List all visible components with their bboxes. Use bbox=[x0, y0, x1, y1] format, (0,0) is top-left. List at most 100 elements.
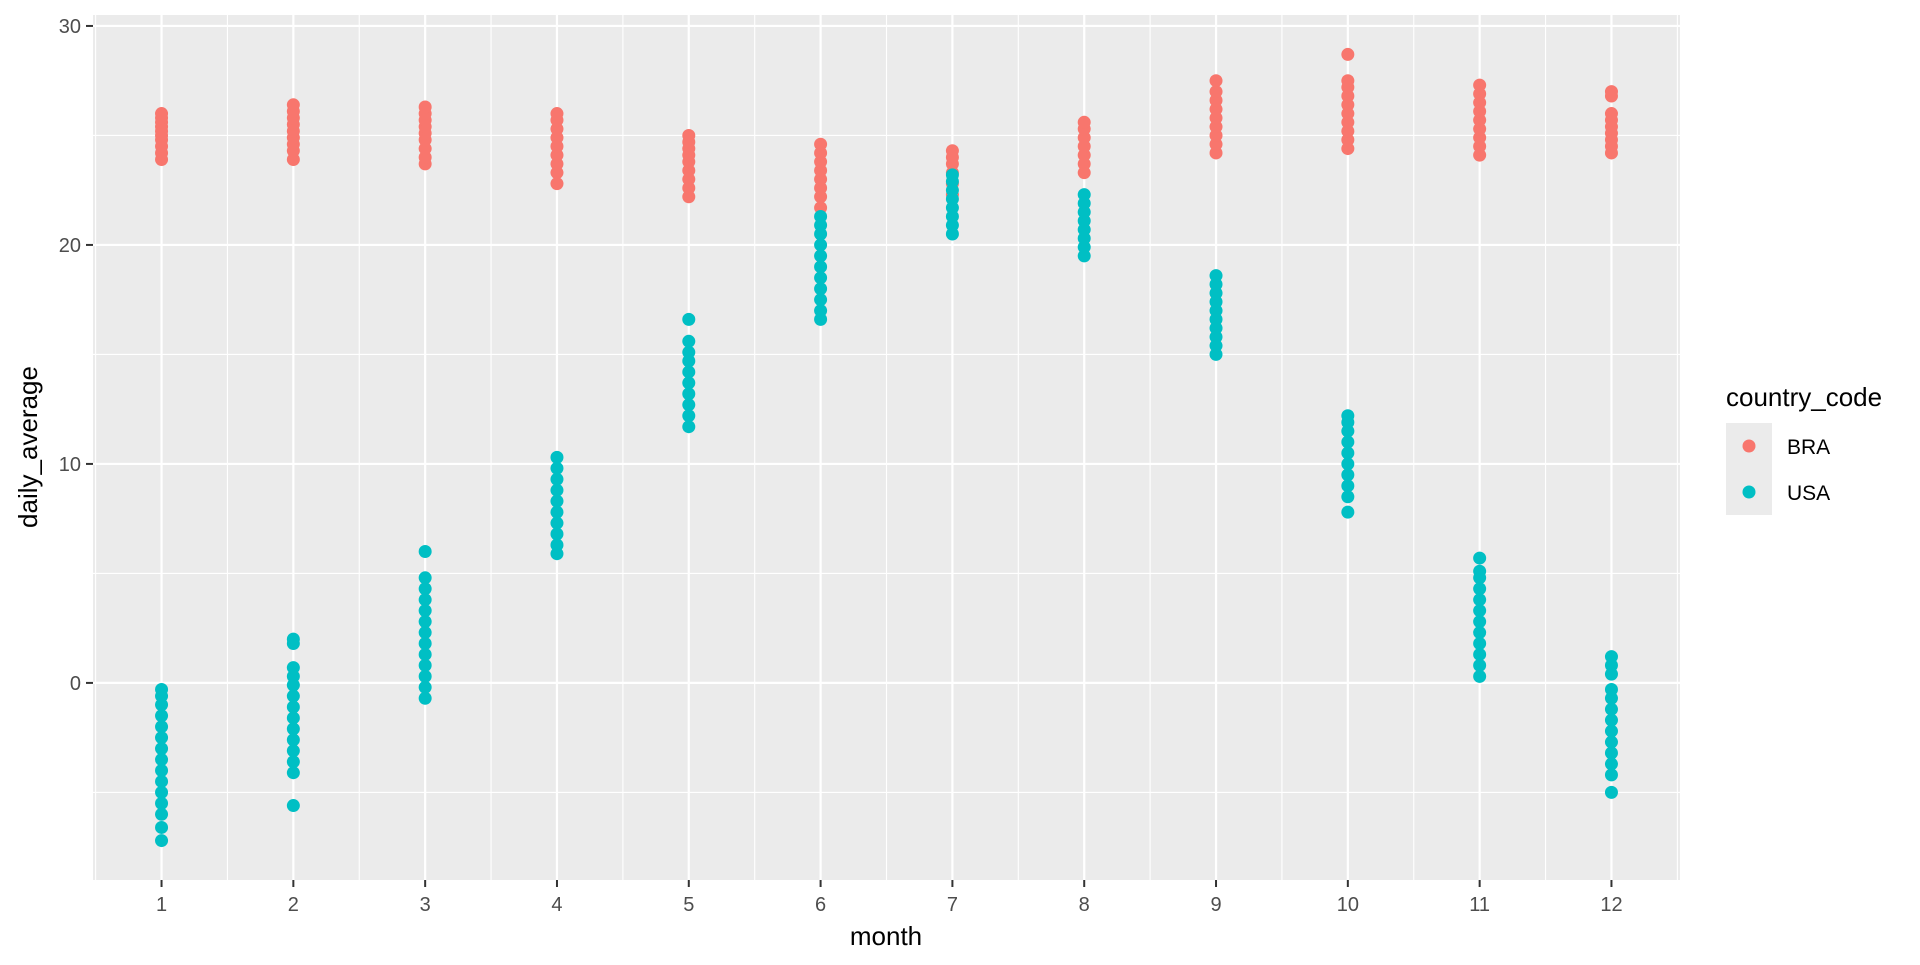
x-tick-label: 12 bbox=[1600, 894, 1622, 916]
x-tick-label: 8 bbox=[1079, 894, 1090, 916]
data-point-usa bbox=[1341, 479, 1355, 493]
series-usa bbox=[155, 168, 1618, 848]
data-point-bra bbox=[1341, 47, 1355, 61]
data-point-usa bbox=[286, 733, 300, 747]
data-point-usa bbox=[945, 168, 959, 182]
data-point-usa bbox=[1473, 551, 1487, 565]
data-point-usa bbox=[1473, 593, 1487, 607]
data-point-bra bbox=[1604, 107, 1618, 121]
data-points bbox=[155, 47, 1618, 848]
y-tick-label: 0 bbox=[70, 673, 81, 695]
data-point-usa bbox=[550, 483, 564, 497]
data-point-usa bbox=[418, 647, 432, 661]
data-point-usa bbox=[682, 345, 696, 359]
legend: country_code BRA USA bbox=[1726, 382, 1882, 515]
data-point-usa bbox=[814, 238, 828, 252]
x-tick-label: 2 bbox=[288, 894, 299, 916]
data-point-bra bbox=[550, 177, 564, 191]
data-point-usa bbox=[1473, 615, 1487, 629]
data-point-usa bbox=[418, 636, 432, 650]
data-point-usa bbox=[1341, 435, 1355, 449]
legend-label-usa: USA bbox=[1787, 482, 1830, 505]
data-point-usa bbox=[550, 461, 564, 475]
data-point-usa bbox=[550, 505, 564, 519]
x-tick-label: 3 bbox=[420, 894, 431, 916]
data-point-usa bbox=[682, 420, 696, 434]
data-point-usa bbox=[155, 807, 169, 821]
x-tick-label: 7 bbox=[947, 894, 958, 916]
data-point-usa bbox=[418, 680, 432, 694]
y-tick-label: 20 bbox=[59, 235, 81, 257]
data-point-usa bbox=[286, 744, 300, 758]
data-point-usa bbox=[814, 209, 828, 223]
y-axis-title: daily_average bbox=[13, 366, 43, 528]
data-point-usa bbox=[418, 604, 432, 618]
data-point-bra bbox=[814, 137, 828, 151]
data-point-usa bbox=[155, 731, 169, 745]
data-point-usa bbox=[155, 742, 169, 756]
data-point-usa bbox=[418, 571, 432, 585]
data-point-usa bbox=[155, 834, 169, 848]
data-point-usa bbox=[814, 304, 828, 318]
data-point-usa bbox=[418, 669, 432, 683]
data-point-usa bbox=[682, 334, 696, 348]
data-point-usa bbox=[1604, 746, 1618, 760]
data-point-usa bbox=[418, 658, 432, 672]
data-point-usa bbox=[155, 709, 169, 723]
data-point-usa bbox=[682, 409, 696, 423]
data-point-usa bbox=[155, 785, 169, 799]
data-point-usa bbox=[1209, 269, 1223, 283]
series-bra bbox=[155, 47, 1618, 215]
data-point-bra bbox=[286, 98, 300, 112]
data-point-usa bbox=[286, 661, 300, 675]
data-point-usa bbox=[1077, 188, 1091, 202]
legend-label-bra: BRA bbox=[1787, 436, 1830, 459]
data-point-usa bbox=[1341, 446, 1355, 460]
data-point-usa bbox=[550, 538, 564, 552]
data-point-usa bbox=[286, 722, 300, 736]
data-point-usa bbox=[550, 450, 564, 464]
data-point-usa bbox=[550, 527, 564, 541]
legend-marker-bra bbox=[1742, 439, 1756, 453]
data-point-usa bbox=[1473, 626, 1487, 640]
data-point-bra bbox=[682, 128, 696, 142]
data-point-usa bbox=[682, 398, 696, 412]
y-tick-label: 10 bbox=[59, 454, 81, 476]
data-point-usa bbox=[286, 632, 300, 646]
data-point-usa bbox=[286, 700, 300, 714]
data-point-bra bbox=[945, 144, 959, 158]
data-point-usa bbox=[1341, 468, 1355, 482]
data-point-usa bbox=[550, 494, 564, 508]
data-point-usa bbox=[682, 376, 696, 390]
data-point-usa bbox=[286, 799, 300, 813]
data-point-usa bbox=[418, 691, 432, 705]
data-point-usa bbox=[1604, 735, 1618, 749]
data-point-usa bbox=[682, 387, 696, 401]
data-point-usa bbox=[286, 711, 300, 725]
data-point-usa bbox=[682, 312, 696, 326]
data-point-usa bbox=[1473, 669, 1487, 683]
data-point-usa bbox=[1341, 409, 1355, 423]
legend-marker-usa bbox=[1742, 485, 1756, 499]
x-tick-label: 9 bbox=[1210, 894, 1221, 916]
data-point-usa bbox=[1473, 604, 1487, 618]
data-point-usa bbox=[155, 820, 169, 834]
data-point-bra bbox=[155, 107, 169, 121]
data-point-usa bbox=[1341, 505, 1355, 519]
data-point-bra bbox=[1604, 85, 1618, 99]
x-tick-label: 5 bbox=[683, 894, 694, 916]
data-point-usa bbox=[418, 593, 432, 607]
x-tick-label: 10 bbox=[1337, 894, 1359, 916]
data-point-usa bbox=[418, 545, 432, 559]
data-point-usa bbox=[155, 774, 169, 788]
data-point-bra bbox=[1473, 78, 1487, 92]
data-point-usa bbox=[155, 682, 169, 696]
data-point-usa bbox=[1604, 757, 1618, 771]
data-point-usa bbox=[814, 260, 828, 274]
data-point-usa bbox=[1604, 768, 1618, 782]
data-point-usa bbox=[418, 615, 432, 629]
data-point-usa bbox=[814, 293, 828, 307]
